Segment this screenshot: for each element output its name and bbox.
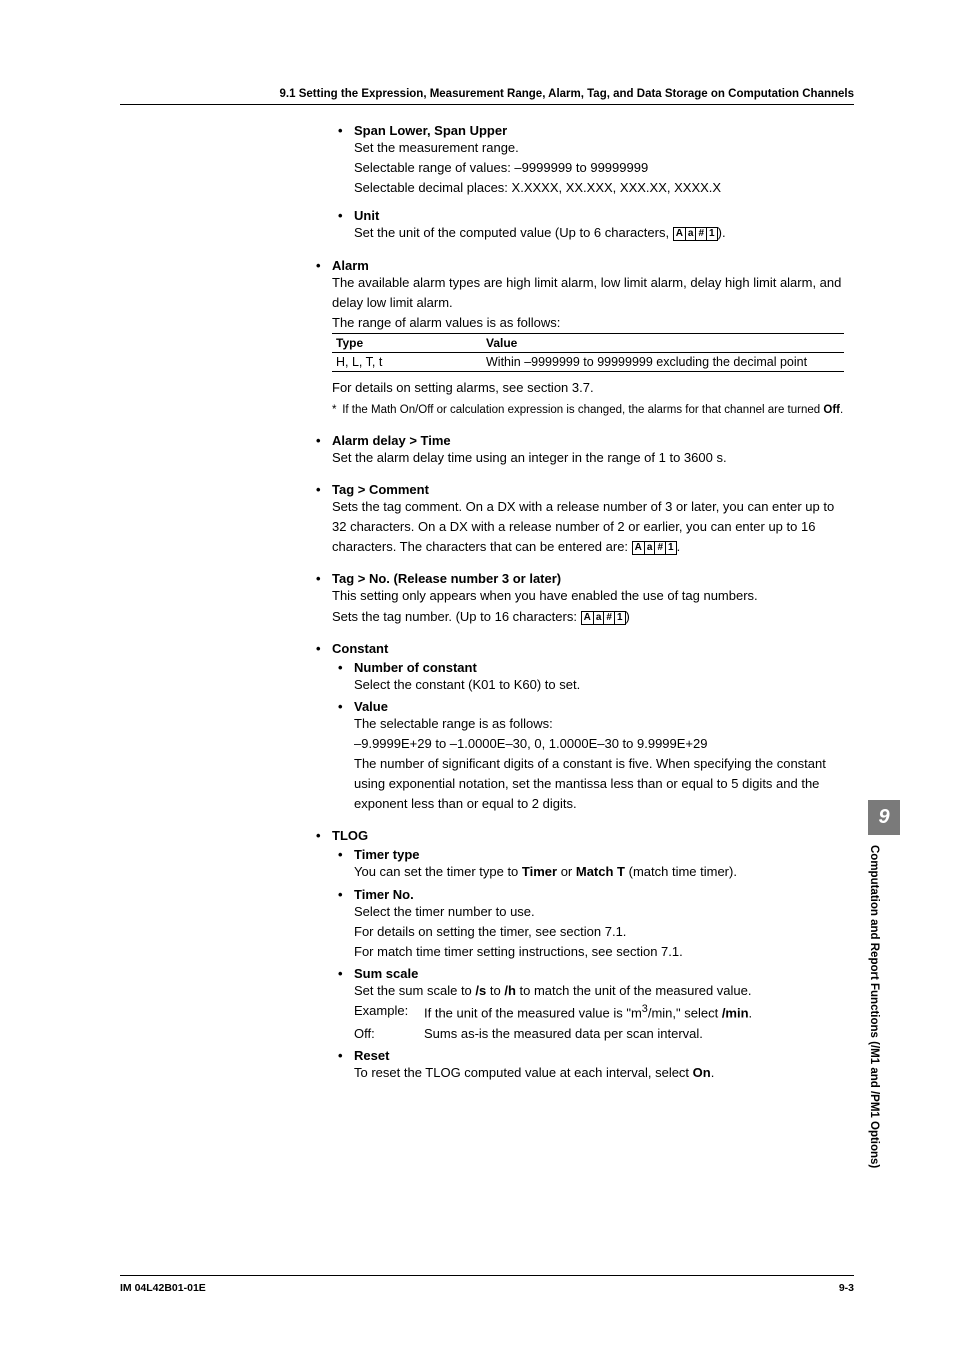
footer-right: 9-3 (839, 1282, 854, 1294)
tlog-tt-title: Timer type (310, 847, 844, 862)
const-num-title: Number of constant (310, 660, 844, 675)
span-title: Span Lower, Span Upper (310, 123, 844, 138)
tagc-line: Sets the tag comment. On a DX with a rel… (310, 497, 844, 557)
tlog-tn-l3: For match time timer setting instruction… (310, 942, 844, 962)
footer-left: IM 04L42B01-01E (120, 1282, 206, 1294)
tlog-ss-title: Sum scale (310, 966, 844, 981)
page-content: Span Lower, Span Upper Set the measureme… (120, 123, 854, 1083)
const-val-l2: –9.9999E+29 to –1.0000E–30, 0, 1.0000E–3… (310, 734, 844, 754)
charbox-icon: Aa#1 (581, 611, 626, 625)
unit-l1a: Set the unit of the computed value (Up t… (354, 225, 673, 240)
unit-title: Unit (310, 208, 844, 223)
const-num-l1: Select the constant (K01 to K60) to set. (310, 675, 844, 695)
alarm-th1: Type (332, 333, 482, 352)
table-row: H, L, T, t Within –9999999 to 99999999 e… (332, 352, 844, 371)
chapter-title: Computation and Report Functions (/M1 an… (868, 835, 880, 1225)
span-l1: Set the measurement range. (310, 138, 844, 158)
alarm-td1: H, L, T, t (332, 352, 482, 371)
const-title: Constant (310, 641, 844, 656)
charbox-icon: Aa#1 (632, 541, 677, 555)
example-label: Example: (354, 1001, 424, 1023)
const-val-l1: The selectable range is as follows: (310, 714, 844, 734)
const-val-l3: The number of significant digits of a co… (310, 754, 844, 814)
tlog-ss-line: Set the sum scale to /s to /h to match t… (310, 981, 844, 1001)
table-row: Type Value (332, 333, 844, 352)
alarm-l2: The range of alarm values is as follows: (310, 313, 844, 333)
alarm-l3: For details on setting alarms, see secti… (310, 378, 844, 398)
alarm-th2: Value (482, 333, 844, 352)
section-header: 9.1 Setting the Expression, Measurement … (120, 88, 854, 105)
tlog-rs-title: Reset (310, 1048, 844, 1063)
tagn-title: Tag > No. (Release number 3 or later) (310, 571, 844, 586)
tlog-tn-title: Timer No. (310, 887, 844, 902)
alarm-td2: Within –9999999 to 99999999 excluding th… (482, 352, 844, 371)
side-tab: 9 Computation and Report Functions (/M1 … (868, 800, 900, 1230)
tlog-rs-line: To reset the TLOG computed value at each… (310, 1063, 844, 1083)
tagn-l1: This setting only appears when you have … (310, 586, 844, 606)
alarm-title: Alarm (310, 258, 844, 273)
tagn-l2: Sets the tag number. (Up to 16 character… (310, 607, 844, 627)
tlog-tn-l1: Select the timer number to use. (310, 902, 844, 922)
tlog-tt-line: You can set the timer type to Timer or M… (310, 862, 844, 882)
delay-title: Alarm delay > Time (310, 433, 844, 448)
alarm-l1: The available alarm types are high limit… (310, 273, 844, 313)
span-l2: Selectable range of values: –9999999 to … (310, 158, 844, 178)
tagc-title: Tag > Comment (310, 482, 844, 497)
unit-l1b: ). (718, 225, 726, 240)
tlog-tn-l2: For details on setting the timer, see se… (310, 922, 844, 942)
example-text: If the unit of the measured value is "m3… (424, 1001, 752, 1023)
tlog-ss-example: Example: If the unit of the measured val… (310, 1001, 844, 1023)
delay-l1: Set the alarm delay time using an intege… (310, 448, 844, 468)
charbox-icon: Aa#1 (673, 227, 718, 241)
tlog-title: TLOG (310, 828, 844, 843)
unit-line: Set the unit of the computed value (Up t… (310, 223, 844, 243)
off-label: Off: (354, 1024, 424, 1044)
tlog-ss-off: Off: Sums as-is the measured data per sc… (310, 1024, 844, 1044)
const-val-title: Value (310, 699, 844, 714)
span-l3: Selectable decimal places: X.XXXX, XX.XX… (310, 178, 844, 198)
page-footer: IM 04L42B01-01E 9-3 (120, 1275, 854, 1294)
off-text: Sums as-is the measured data per scan in… (424, 1024, 703, 1044)
alarm-footnote: * If the Math On/Off or calculation expr… (310, 402, 844, 419)
chapter-number: 9 (868, 800, 900, 835)
alarm-table: Type Value H, L, T, t Within –9999999 to… (332, 333, 844, 372)
